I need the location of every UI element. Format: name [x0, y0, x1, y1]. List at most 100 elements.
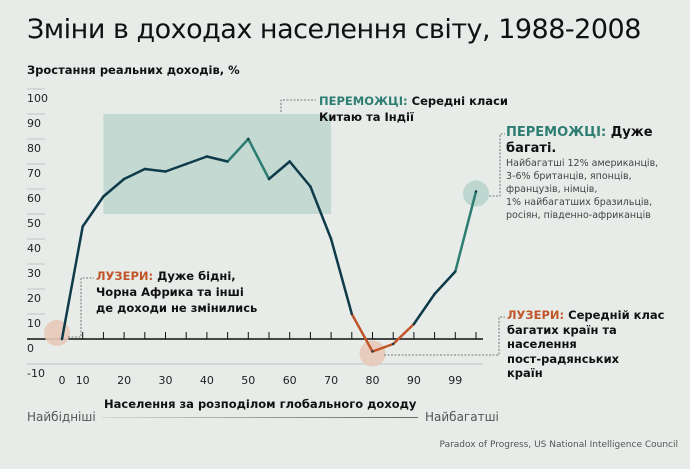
- annotation-text: країн: [507, 366, 543, 380]
- data-point: [143, 167, 146, 171]
- leader-losers-middle: [384, 316, 505, 356]
- annotation-winners-rich: ПЕРЕМОЖЦІ: Дуже багаті. Найбагатші 12% а…: [506, 125, 690, 222]
- y-tick-label: 20: [27, 292, 41, 305]
- data-point: [454, 270, 457, 273]
- series-line-segment: [454, 190, 478, 273]
- scale-right-label: Найбагатші: [425, 410, 499, 424]
- winners-tag: ПЕРЕМОЖЦІ:: [506, 125, 607, 140]
- annotation-text: Китаю та Індії: [319, 110, 414, 124]
- data-point: [371, 350, 374, 353]
- series-line-segment: [226, 137, 250, 163]
- losers-middle-marker: [359, 340, 386, 367]
- data-point: [164, 170, 167, 173]
- x-tick-label: 40: [200, 374, 214, 387]
- annotation-text: населення: [507, 337, 577, 351]
- annotation-losers-middle: ЛУЗЕРИ: Середній клас багатих країн та н…: [507, 308, 664, 381]
- data-point: [309, 185, 312, 188]
- x-tick-label: 20: [117, 374, 131, 387]
- annotation-detail: росіян, південно-африканців: [506, 210, 651, 221]
- series-line-segment: [288, 160, 312, 188]
- annotation-winners-middle: ПЕРЕМОЖЦІ: Середні класи Китаю та Індії: [319, 93, 508, 125]
- x-tick-label: 99: [448, 374, 462, 387]
- y-tick-label: 100: [27, 92, 48, 105]
- annotation-losers-poor: ЛУЗЕРИ: Дуже бідні, Чорна Африка та інші…: [96, 268, 257, 316]
- x-tick-label: 30: [159, 374, 173, 387]
- x-tick-label: 60: [283, 374, 297, 387]
- series-line-segment: [184, 155, 209, 166]
- y-tick-label: 0: [27, 342, 34, 355]
- winners-highlight-box: [103, 114, 332, 214]
- data-point: [81, 225, 84, 228]
- leader-losers-poor: [68, 277, 94, 338]
- series-line-segment: [433, 270, 457, 296]
- x-tick-label: 70: [324, 374, 338, 387]
- x-tick-label: 10: [76, 374, 90, 387]
- data-point: [102, 195, 105, 198]
- y-tick-label: -10: [27, 367, 45, 380]
- series-line-segment: [122, 167, 147, 181]
- series-line-segment: [164, 162, 188, 173]
- annotation-text: Дуже бідні,: [157, 269, 236, 283]
- series-line-segment: [102, 177, 126, 198]
- annotation-text: Середній клас: [568, 308, 665, 322]
- data-point: [122, 177, 126, 181]
- annotation-detail: Найбагатші 12% американців,: [506, 158, 659, 169]
- y-tick-label: 90: [27, 117, 41, 130]
- series-line-segment: [60, 225, 84, 341]
- source-credit: Paradox of Progress, US National Intelli…: [439, 440, 678, 450]
- y-axis-label: Зростання реальних доходів, %: [27, 63, 240, 77]
- chart-title: Зміни в доходах населення світу, 1988-20…: [27, 14, 641, 45]
- data-point: [474, 190, 478, 193]
- data-point: [60, 337, 64, 341]
- series-line-segment: [350, 312, 374, 353]
- scale-left-label: Найбідніші: [27, 410, 96, 424]
- x-tick-label: 0: [59, 374, 66, 387]
- data-point: [247, 137, 250, 141]
- data-point: [226, 160, 229, 163]
- annotation-text: Дуже багаті.: [506, 125, 653, 156]
- series-line-segment: [329, 237, 354, 316]
- losers-poor-marker: [44, 320, 70, 346]
- annotation-text: Середні класи: [411, 94, 508, 108]
- annotation-text: де доходи не змінились: [96, 301, 258, 315]
- y-tick-label: 60: [27, 192, 41, 205]
- data-point: [433, 292, 436, 296]
- series-line-segment: [81, 195, 105, 228]
- y-tick-label: 70: [27, 167, 41, 180]
- annotation-text: пост-радянських: [507, 351, 620, 366]
- series-line-segment: [412, 292, 436, 326]
- x-tick-label: 90: [407, 374, 421, 387]
- x-tick-label: 50: [241, 374, 255, 387]
- data-point: [412, 322, 416, 326]
- losers-tag: ЛУЗЕРИ:: [96, 269, 154, 283]
- series-line-segment: [371, 342, 395, 353]
- series-line-segment: [143, 167, 167, 173]
- winners-tag: ПЕРЕМОЖЦІ:: [319, 94, 408, 108]
- y-tick-label: 50: [27, 217, 41, 230]
- annotation-text: багатих країн та: [507, 322, 617, 337]
- y-tick-label: 40: [27, 242, 41, 255]
- annotation-detail: 3-6% британців, японців,: [506, 171, 632, 182]
- data-point: [185, 162, 188, 166]
- leader-winners-middle: [280, 99, 316, 112]
- data-point: [288, 160, 291, 163]
- annotation-text: Чорна Африка та інші: [96, 285, 244, 299]
- series-line-segment: [391, 322, 416, 346]
- series-line-segment: [267, 160, 291, 181]
- data-point: [267, 177, 271, 181]
- losers-tag: ЛУЗЕРИ:: [507, 308, 565, 322]
- series-line-segment: [309, 185, 333, 241]
- x-axis-label: Населення за розподілом глобального дохо…: [104, 397, 417, 411]
- data-point: [392, 342, 395, 346]
- series-line-segment: [205, 155, 229, 163]
- x-tick-label: 80: [366, 374, 380, 387]
- data-point: [205, 155, 209, 158]
- series-line-segment: [247, 137, 271, 181]
- annotation-detail: 1% найбагатших бразильців,: [506, 197, 653, 208]
- y-tick-label: 80: [27, 142, 41, 155]
- leader-winners-rich: [489, 133, 505, 197]
- data-point: [329, 237, 333, 241]
- data-point: [350, 312, 353, 316]
- scale-gradient-line: [102, 417, 418, 418]
